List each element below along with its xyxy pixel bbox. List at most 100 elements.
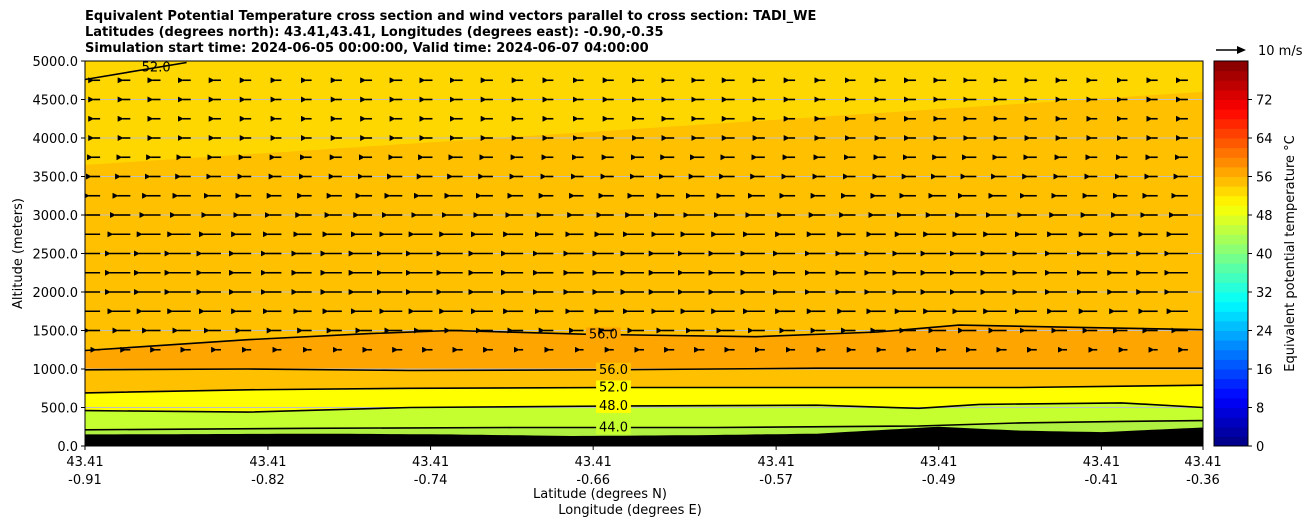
colorbar-segment: [1214, 176, 1248, 187]
colorbar-segment: [1214, 215, 1248, 226]
x-axis-label-lon: Longitude (degrees E): [558, 503, 702, 518]
colorbar-segment: [1214, 195, 1248, 206]
band-48-52: [85, 385, 1203, 413]
colorbar-segment: [1214, 340, 1248, 351]
x-tick-label-lon: -0.49: [922, 473, 956, 488]
contour-line: [85, 419, 1203, 431]
x-tick-label-lat: 43.41: [412, 455, 449, 470]
colorbar-tick-label: 8: [1256, 402, 1264, 417]
x-tick-label-lon: -0.41: [1085, 473, 1119, 488]
colorbar-segment: [1214, 186, 1248, 197]
colorbar-segment: [1214, 234, 1248, 245]
x-tick-label-lon: -0.36: [1186, 473, 1220, 488]
x-tick-label-lat: 43.41: [758, 455, 795, 470]
colorbar-segment: [1214, 320, 1248, 331]
colorbar-segment: [1214, 369, 1248, 380]
x-axis-label-lat: Latitude (degrees N): [533, 487, 667, 502]
quiver-key-label: 10 m/s: [1258, 44, 1303, 59]
contour-label-bg: [596, 362, 631, 377]
colorbar-segment: [1214, 272, 1248, 283]
y-tick-label: 0.0: [57, 440, 78, 455]
colorbar-tick-label: 40: [1256, 248, 1273, 263]
colorbar-segment: [1214, 224, 1248, 235]
y-tick-label: 1500.0: [33, 325, 79, 340]
colorbar-segment: [1214, 70, 1248, 81]
y-tick-label: 500.0: [41, 402, 78, 417]
x-tick-label-lat: 43.41: [1184, 455, 1221, 470]
x-tick-label-lat: 43.41: [1083, 455, 1120, 470]
colorbar-segment: [1214, 436, 1248, 447]
axes: 0.0 500.0 1000.0 1500.0 2000.0 2500.0 3000.0 35…: [11, 55, 1222, 518]
y-tick-label: 3500.0: [33, 171, 79, 186]
colorbar-segment: [1214, 311, 1248, 322]
colorbar-tick-label: 48: [1256, 209, 1273, 224]
contour-label: 52.0: [142, 61, 171, 76]
colorbar-segment: [1214, 388, 1248, 399]
colorbar-segment: [1214, 349, 1248, 360]
contour-label-bg: [596, 420, 631, 435]
colorbar-segment: [1214, 417, 1248, 428]
band-44-48: [85, 402, 1203, 430]
colorbar-segment: [1214, 128, 1248, 139]
colorbar-segment: [1214, 243, 1248, 254]
x-tick-label-lat: 43.41: [249, 455, 286, 470]
wind-vectors: [85, 77, 1188, 353]
colorbar-segment: [1214, 80, 1248, 91]
y-tick-label: 1000.0: [33, 363, 79, 378]
colorbar-segment: [1214, 109, 1248, 120]
colorbar-segment: [1214, 263, 1248, 274]
colorbar-label: Equivalent potential temperature °C: [1283, 135, 1298, 371]
contour-label: 56.0: [599, 363, 628, 378]
y-axis-label: Altitude (meters): [11, 198, 26, 309]
colorbar-tick-label: 72: [1256, 94, 1273, 109]
x-tick-label-lon: -0.66: [576, 473, 610, 488]
colorbar-segment: [1214, 157, 1248, 168]
colorbar-segment: [1214, 166, 1248, 177]
colorbar-tick-label: 24: [1256, 325, 1273, 340]
colorbar-segment: [1214, 253, 1248, 264]
y-tick-label: 2000.0: [33, 286, 79, 301]
y-tick-label: 4500.0: [33, 94, 79, 109]
colorbar-segment: [1214, 61, 1248, 72]
x-tick-label-lon: -0.74: [414, 473, 448, 488]
contour-label: 52.0: [599, 380, 628, 395]
colorbar-segment: [1214, 407, 1248, 418]
contour-lines: 44.048.052.056.056.052.0: [85, 61, 1203, 436]
colorbar-segment: [1214, 99, 1248, 110]
colorbar-segment: [1214, 359, 1248, 370]
colorbar-tick-label: 56: [1256, 171, 1273, 186]
y-tick-label: 5000.0: [33, 55, 79, 70]
colorbar-segment: [1214, 292, 1248, 303]
quiver-key-arrow-head: [1237, 46, 1246, 54]
x-tick-label-lon: -0.57: [759, 473, 793, 488]
contour-label-bg: [596, 398, 631, 413]
y-tick-label: 2500.0: [33, 248, 79, 263]
x-tick-label-lat: 43.41: [66, 455, 103, 470]
colorbar-segment: [1214, 138, 1248, 149]
x-tick-label-lat: 43.41: [575, 455, 612, 470]
x-tick-label-lat: 43.41: [920, 455, 957, 470]
contour-label-bg: [596, 380, 631, 395]
colorbar-segment: [1214, 378, 1248, 389]
band-60-64: [85, 325, 1203, 371]
contour-label: 48.0: [599, 399, 628, 414]
colorbar-segment: [1214, 301, 1248, 312]
colorbar: 0 8 16 24 32 40 48 56 64 72 Equivalent potential t…: [1213, 44, 1303, 455]
colorbar-segment: [1214, 147, 1248, 158]
contour-line: [85, 402, 1203, 413]
colorbar-tick-label: 64: [1256, 132, 1273, 147]
terrain: [85, 426, 1203, 446]
x-tick-label-lon: -0.91: [68, 473, 102, 488]
colorbar-segment: [1214, 118, 1248, 129]
colorbar-segment: [1214, 330, 1248, 341]
colorbar-segment: [1214, 397, 1248, 408]
contour-line: [85, 324, 1203, 352]
colorbar-segment: [1214, 89, 1248, 100]
chart-title-line2: Latitudes (degrees north): 43.41,43.41, …: [85, 25, 664, 40]
y-tick-label: 4000.0: [33, 132, 79, 147]
x-tick-label-lon: -0.82: [251, 473, 285, 488]
terrain-fill: [85, 426, 1203, 446]
contour-line: [85, 61, 187, 81]
